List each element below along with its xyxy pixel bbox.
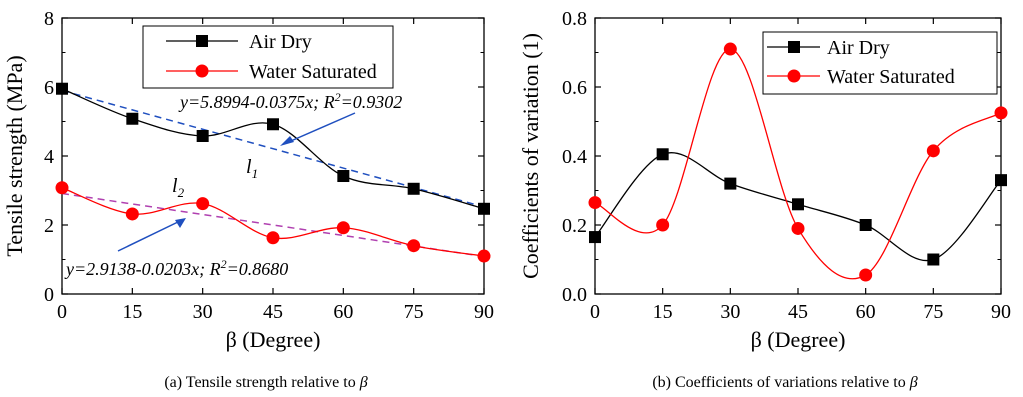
panel-b-xtick-label: 30 xyxy=(720,301,740,323)
panel-a-caption: (a) Tensile strength relative to β xyxy=(164,374,367,391)
panel-b-series-0-point xyxy=(724,177,737,190)
legend-a-air-dry-marker xyxy=(196,35,208,47)
equation-l1: y=5.8994-0.0375x; R2=0.9302 xyxy=(178,90,402,112)
panel-b-series-1-point xyxy=(656,218,670,232)
panel-b-caption-text: (b) Coefficients of variations relative … xyxy=(652,374,909,391)
panel-a-series-1-point xyxy=(477,249,491,263)
panel-b-ytick-label: 0.2 xyxy=(562,215,587,237)
panel-a-series-0-point xyxy=(56,82,68,95)
label-l1: l1 xyxy=(246,156,258,181)
panel-a-ticks: 0 15 30 45 60 75 90 0 2 4 6 8 xyxy=(44,8,494,323)
panel-a-ytick-label: 0 xyxy=(44,284,54,306)
panel-b-series-1-point xyxy=(723,42,737,56)
panel-a-caption-text: (a) Tensile strength relative to xyxy=(164,374,359,391)
panel-a-xtick-label: 75 xyxy=(404,301,424,323)
panel-b-series-0-point xyxy=(589,231,601,244)
panel-b-series-0-point xyxy=(859,219,872,231)
panel-b-ytick-label: 0.0 xyxy=(562,284,587,306)
arrow-l2-head xyxy=(175,218,186,228)
panel-a-series-0-point xyxy=(478,202,490,215)
panel-a-xtick-label: 0 xyxy=(57,301,67,323)
panel-a-series-0-point xyxy=(267,118,279,131)
panel-b-ticks: 0 15 30 45 60 75 90 0.0 0.2 0.4 0.6 0.8 xyxy=(562,8,1011,323)
panel-a-series-1-point xyxy=(125,207,139,221)
panel-b-xtick-label: 0 xyxy=(590,301,600,323)
panel-b-xtick-label: 45 xyxy=(788,301,808,323)
legend-a-water-saturated-label: Water Saturated xyxy=(249,61,377,83)
panel-a-xtick-label: 60 xyxy=(333,301,353,323)
panel-a-ytick-label: 4 xyxy=(44,146,54,168)
panel-b-series xyxy=(588,42,1008,282)
panel-a-xlabel: β (Degree) xyxy=(226,327,321,352)
panel-b-ytick-label: 0.8 xyxy=(562,8,587,30)
panel-a-series-1-line xyxy=(61,187,485,257)
panel-b: Coefficients of variation (1) β (Degree)… xyxy=(518,8,1011,391)
panel-b-xlabel: β (Degree) xyxy=(751,327,846,352)
legend-b-water-saturated-label: Water Saturated xyxy=(827,66,955,88)
panel-a-series-0-point xyxy=(337,170,350,183)
legend-b-air-dry-marker xyxy=(788,41,800,53)
panel-b-xtick-label: 75 xyxy=(923,301,943,323)
panel-b-series-1-point xyxy=(926,144,940,158)
panel-b-legend: Air Dry Water Saturated xyxy=(762,31,998,95)
legend-a-water-saturated-marker xyxy=(195,64,209,78)
panel-a-series-0-point xyxy=(196,129,209,142)
panel-a-xtick-label: 45 xyxy=(263,301,283,323)
panel-b-series-1-point xyxy=(859,268,873,282)
panel-a-series-0-point xyxy=(126,112,139,125)
panel-b-series-0-point xyxy=(792,198,804,211)
panel-b-series-0-point xyxy=(927,253,940,266)
panel-a-series-1-point xyxy=(55,181,69,195)
panel-a-caption-symbol: β xyxy=(359,374,368,391)
panel-b-series-0-point xyxy=(995,174,1007,187)
panel-b-caption: (b) Coefficients of variations relative … xyxy=(652,374,917,391)
arrow-l2-shaft xyxy=(117,220,181,252)
panel-a-xtick-label: 90 xyxy=(474,301,494,323)
panel-a-ytick-label: 2 xyxy=(44,215,54,237)
panel-a-series-1-point xyxy=(407,239,421,253)
panel-a-legend-box xyxy=(142,25,394,89)
panel-b-series-1-point xyxy=(791,221,805,235)
panel-b-series-1-point xyxy=(994,106,1008,120)
panel-b-ylabel: Coefficients of variation (1) xyxy=(518,33,543,279)
panel-a-series-0-point xyxy=(407,182,420,195)
equation-l2: y=2.9138-0.0203x; R2=0.8680 xyxy=(64,257,288,279)
panel-b-series-1-point xyxy=(588,196,602,210)
panel-b-xtick-label: 60 xyxy=(856,301,876,323)
panel-a-series-1-point xyxy=(266,231,280,245)
panel-b-xtick-label: 15 xyxy=(653,301,673,323)
arrow-l1-head xyxy=(280,136,294,146)
panel-b-caption-symbol: β xyxy=(909,374,918,391)
panel-a-xtick-label: 15 xyxy=(122,301,142,323)
panel-a-series-1-point xyxy=(336,221,350,235)
panel-a-xtick-label: 30 xyxy=(193,301,213,323)
panel-a-series-1-point xyxy=(196,197,210,211)
panel-b-legend-box xyxy=(762,31,998,95)
panel-a-ylabel: Tensile strength (MPa) xyxy=(2,55,27,256)
label-l2: l2 xyxy=(172,175,185,200)
legend-b-air-dry-label: Air Dry xyxy=(827,37,890,59)
panel-a-ytick-label: 8 xyxy=(44,8,54,30)
panel-a-series xyxy=(55,82,491,263)
panel-b-series-0-point xyxy=(656,148,669,161)
arrow-l1-shaft xyxy=(283,112,356,145)
panel-a-ytick-label: 6 xyxy=(44,77,54,99)
panel-b-ytick-label: 0.6 xyxy=(562,77,587,99)
legend-b-water-saturated-marker xyxy=(787,69,801,83)
panel-b-xtick-label: 90 xyxy=(991,301,1011,323)
legend-a-air-dry-label: Air Dry xyxy=(249,31,312,53)
panel-a-legend: Air Dry Water Saturated xyxy=(142,25,394,89)
panel-a: Tensile strength (MPa) β (Degree) (a) Te… xyxy=(2,8,494,391)
panel-b-ytick-label: 0.4 xyxy=(562,146,587,168)
